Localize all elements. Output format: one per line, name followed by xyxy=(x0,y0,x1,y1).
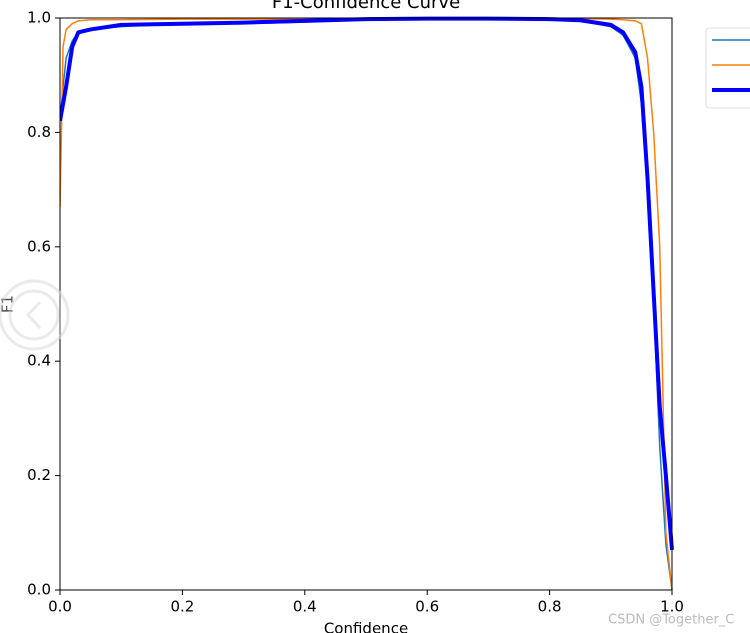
x-axis-label: Confidence xyxy=(324,620,408,633)
series-line xyxy=(60,18,673,590)
watermark: CSDN @Together_C xyxy=(608,613,734,628)
x-tick-label: 0.6 xyxy=(415,598,439,616)
series-line xyxy=(60,17,673,590)
x-tick-label: 0.8 xyxy=(538,598,562,616)
x-tick-label: 0.2 xyxy=(170,598,194,616)
chart-title: F1-Confidence Curve xyxy=(272,0,460,13)
series-line xyxy=(60,16,674,551)
y-tick-label: 0.2 xyxy=(27,466,51,484)
back-button[interactable] xyxy=(0,279,70,351)
back-button-arrow xyxy=(25,300,42,330)
y-tick-label: 1.0 xyxy=(27,9,51,27)
back-button-inner xyxy=(8,289,60,341)
y-tick-label: 0.8 xyxy=(27,123,51,141)
x-tick-label: 0.0 xyxy=(48,598,72,616)
y-tick-label: 0.0 xyxy=(27,581,51,599)
legend-box xyxy=(705,27,750,109)
y-tick-label: 0.4 xyxy=(27,352,51,370)
y-tick-label: 0.6 xyxy=(27,237,51,255)
x-tick-label: 1.0 xyxy=(660,598,684,616)
x-tick-label: 0.4 xyxy=(293,598,317,616)
plot-frame xyxy=(59,17,673,591)
